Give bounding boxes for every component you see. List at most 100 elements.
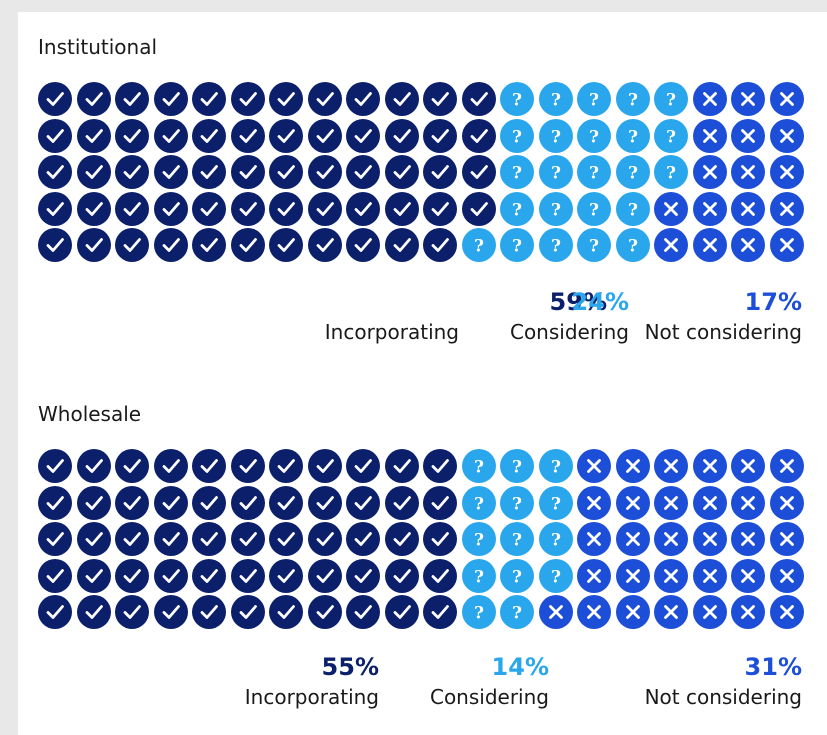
wholesale-title: Wholesale xyxy=(38,402,142,426)
cross-icon xyxy=(654,191,688,226)
check-icon xyxy=(115,155,149,189)
cross-icon xyxy=(577,558,611,593)
cross-icon xyxy=(731,82,765,116)
question-icon: ? xyxy=(461,558,496,593)
cross-icon xyxy=(692,449,727,483)
question-icon: ? xyxy=(577,118,611,153)
check-icon xyxy=(461,82,496,116)
question-icon: ? xyxy=(654,82,688,116)
cross-icon xyxy=(692,155,727,189)
svg-text:?: ? xyxy=(628,91,638,111)
question-icon: ? xyxy=(538,522,573,556)
question-icon: ? xyxy=(500,228,534,262)
question-icon: ? xyxy=(577,228,611,262)
svg-text:?: ? xyxy=(551,567,561,587)
cross-icon xyxy=(692,82,727,116)
svg-text:?: ? xyxy=(474,458,484,478)
svg-text:?: ? xyxy=(551,127,561,147)
svg-text:?: ? xyxy=(628,237,638,257)
svg-text:?: ? xyxy=(551,164,561,184)
check-icon xyxy=(384,118,419,153)
check-icon xyxy=(269,82,303,116)
question-icon: ? xyxy=(615,118,650,153)
check-icon xyxy=(307,595,342,629)
check-icon xyxy=(423,118,457,153)
check-icon xyxy=(384,449,419,483)
cross-icon xyxy=(577,522,611,556)
check-icon xyxy=(115,228,149,262)
wholesale-incorporating-label: Incorporating xyxy=(244,685,379,709)
check-icon xyxy=(307,485,342,520)
svg-text:?: ? xyxy=(512,237,522,257)
cross-icon xyxy=(769,118,804,153)
question-icon: ? xyxy=(577,82,611,116)
check-icon xyxy=(346,118,380,153)
cross-icon xyxy=(769,191,804,226)
question-icon: ? xyxy=(538,82,573,116)
svg-text:?: ? xyxy=(551,458,561,478)
cross-icon xyxy=(615,558,650,593)
svg-text:?: ? xyxy=(474,237,484,257)
svg-text:?: ? xyxy=(589,200,599,220)
check-icon xyxy=(423,191,457,226)
cross-icon xyxy=(692,228,727,262)
check-icon xyxy=(76,449,111,483)
cross-icon xyxy=(615,449,650,483)
check-icon xyxy=(76,118,111,153)
cross-icon xyxy=(654,228,688,262)
check-icon xyxy=(461,118,496,153)
cross-icon xyxy=(692,522,727,556)
check-icon xyxy=(76,485,111,520)
svg-text:?: ? xyxy=(628,200,638,220)
check-icon xyxy=(192,485,226,520)
question-icon: ? xyxy=(615,82,650,116)
institutional-considering-value: 24% xyxy=(571,288,629,316)
wholesale-not-considering-label: Not considering xyxy=(644,685,802,709)
cross-icon xyxy=(731,558,765,593)
check-icon xyxy=(153,82,188,116)
check-icon xyxy=(346,558,380,593)
question-icon: ? xyxy=(461,522,496,556)
cross-icon xyxy=(731,228,765,262)
question-icon: ? xyxy=(461,485,496,520)
check-icon xyxy=(153,191,188,226)
institutional-incorporating-label: Incorporating xyxy=(324,320,459,344)
institutional-title: Institutional xyxy=(38,35,158,59)
cross-icon xyxy=(769,449,804,483)
cross-icon xyxy=(731,155,765,189)
check-icon xyxy=(153,155,188,189)
svg-text:?: ? xyxy=(512,164,522,184)
question-icon: ? xyxy=(615,191,650,226)
cross-icon xyxy=(731,191,765,226)
check-icon xyxy=(192,449,226,483)
svg-text:?: ? xyxy=(628,127,638,147)
wholesale-considering-label: Considering xyxy=(429,685,549,709)
cross-icon xyxy=(731,485,765,520)
cross-icon xyxy=(654,595,688,629)
svg-text:?: ? xyxy=(474,604,484,624)
check-icon xyxy=(192,228,226,262)
check-icon xyxy=(346,522,380,556)
check-icon xyxy=(269,155,303,189)
institutional-not-considering-value: 17% xyxy=(744,288,802,316)
question-icon: ? xyxy=(538,485,573,520)
check-icon xyxy=(192,82,226,116)
check-icon xyxy=(115,191,149,226)
check-icon xyxy=(269,522,303,556)
check-icon xyxy=(384,595,419,629)
check-icon xyxy=(307,191,342,226)
svg-text:?: ? xyxy=(551,91,561,111)
cross-icon xyxy=(692,558,727,593)
check-icon xyxy=(115,118,149,153)
cross-icon xyxy=(769,522,804,556)
check-icon xyxy=(346,449,380,483)
check-icon xyxy=(307,228,342,262)
check-icon xyxy=(153,449,188,483)
svg-text:?: ? xyxy=(551,494,561,514)
check-icon xyxy=(153,558,188,593)
check-icon xyxy=(115,449,149,483)
check-icon xyxy=(192,155,226,189)
svg-text:?: ? xyxy=(512,531,522,551)
question-icon: ? xyxy=(500,118,534,153)
check-icon xyxy=(307,155,342,189)
